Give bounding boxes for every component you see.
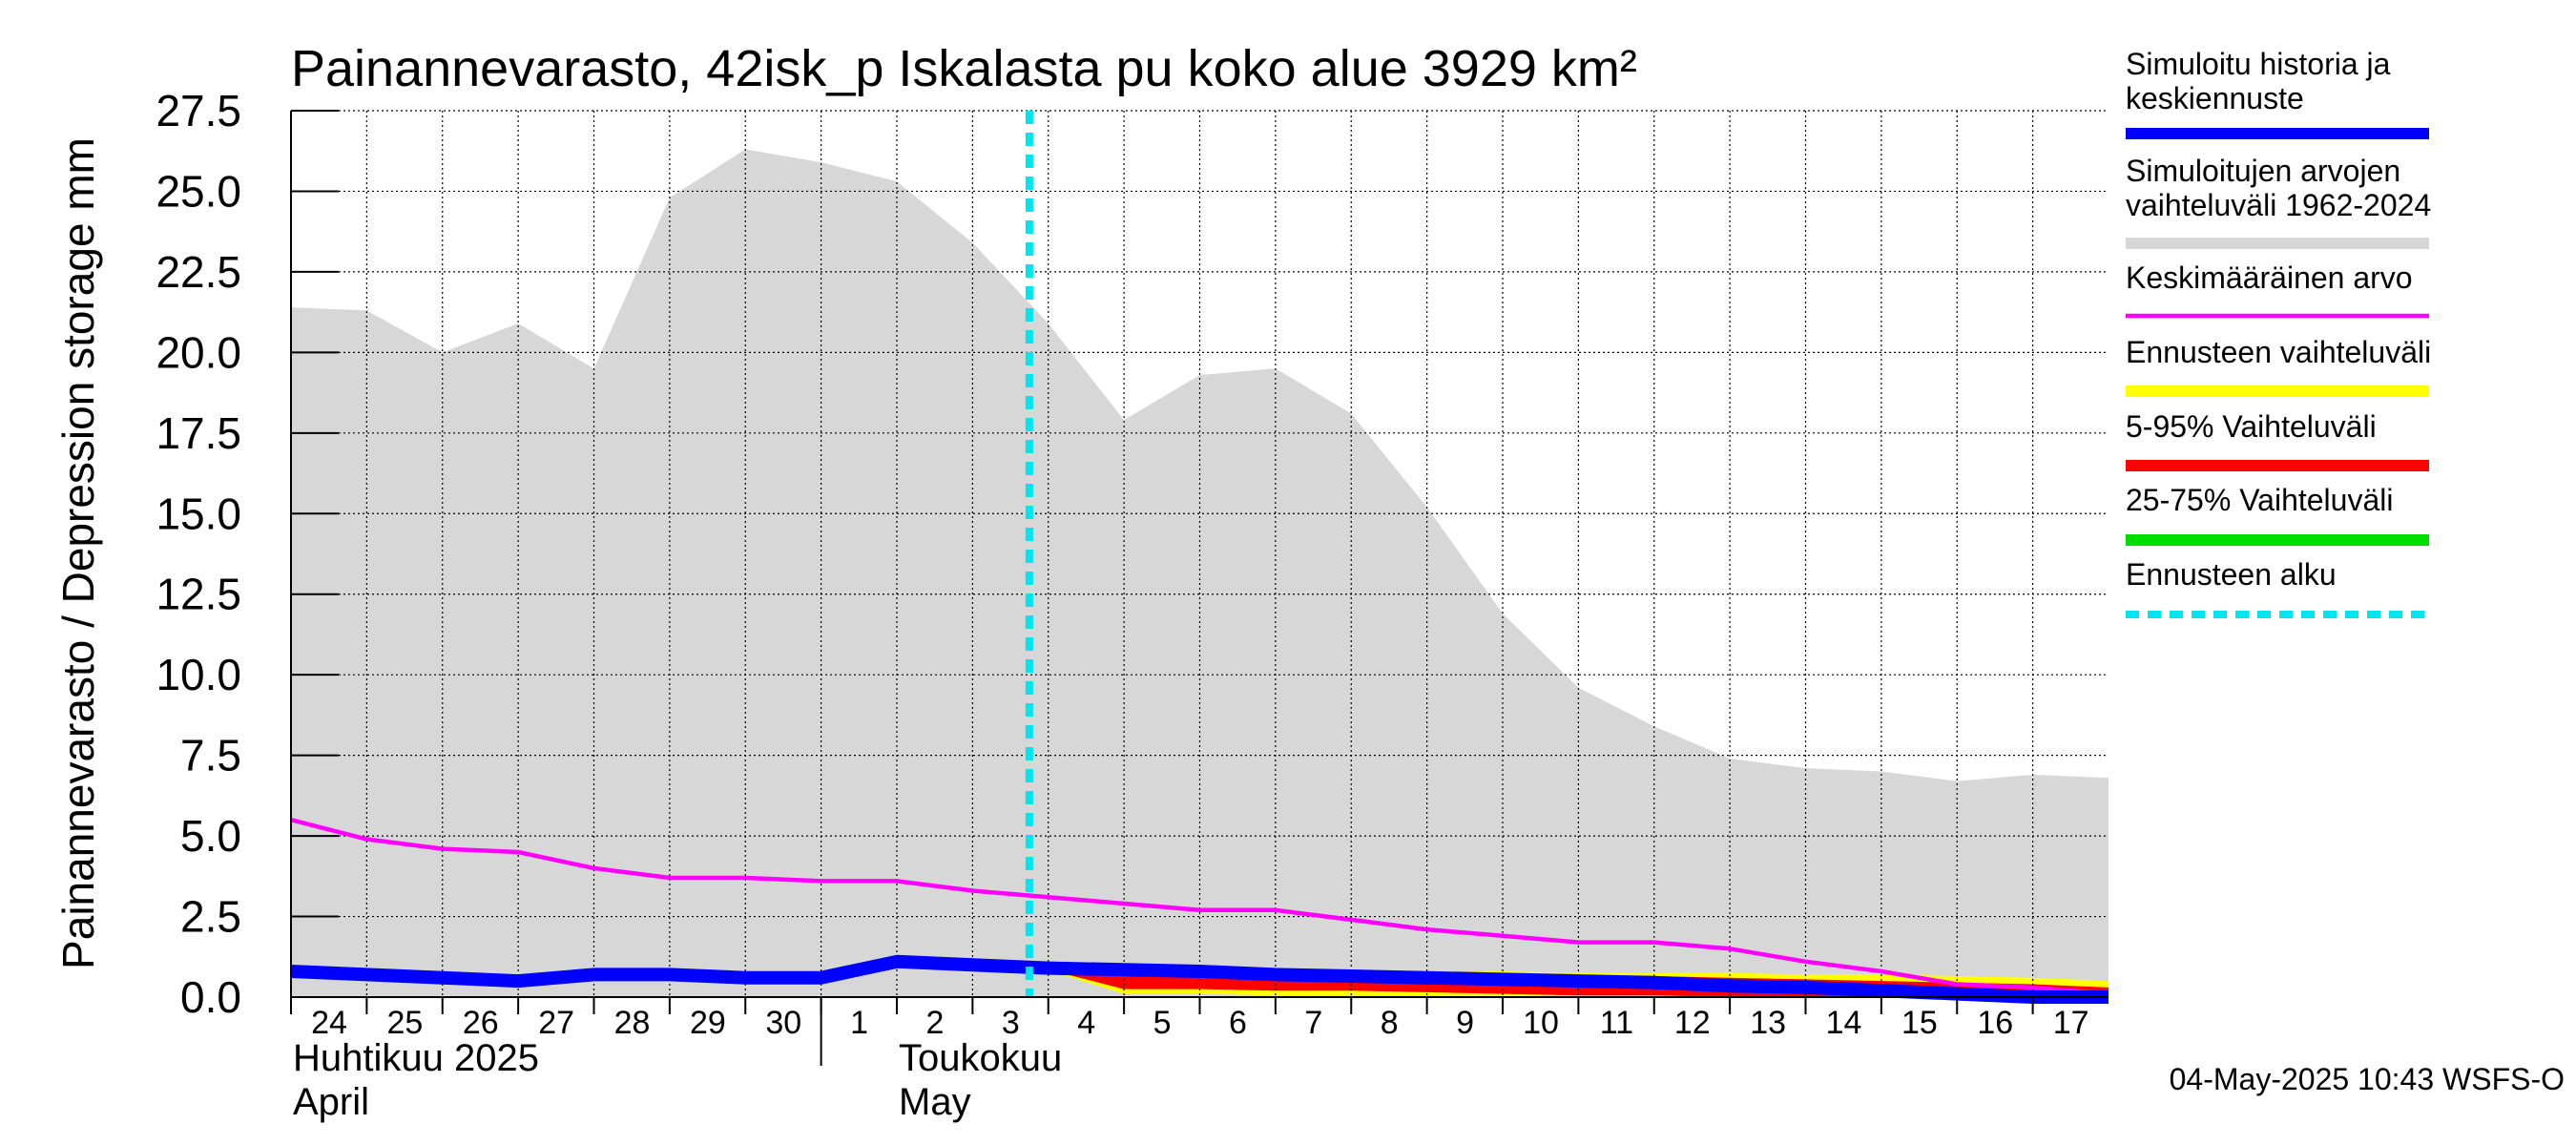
y-tick-label: 2.5 [180,892,241,942]
month-label: Huhtikuu 2025 [293,1037,539,1079]
x-tick-label: 13 [1750,1005,1786,1041]
x-tick-label: 12 [1674,1005,1711,1041]
y-tick-label: 7.5 [180,731,241,781]
y-tick-label: 5.0 [180,811,241,861]
x-tick-label: 28 [614,1005,651,1041]
x-tick-label: 30 [765,1005,801,1041]
legend-label-line: keskiennuste [2126,81,2304,115]
month-label-en: April [293,1081,369,1123]
legend-label: Ennusteen alku [2126,557,2337,592]
legend-label: Simuloitu historia ja keskiennuste [2126,47,2391,115]
month-label-en: May [899,1081,971,1123]
y-tick-label: 12.5 [156,570,241,619]
x-tick-label: 16 [1977,1005,2013,1041]
y-ticks-layer: 0.0 2.5 5.0 7.5 10.0 12.5 15.0 17.5 20.0 22.5 25.0… [156,86,339,1022]
x-tick-label: 9 [1456,1005,1474,1041]
legend-item: Simuloitu historia ja keskiennuste [2126,47,2429,139]
x-tick-label: 6 [1229,1005,1247,1041]
legend-label: 25-75% Vaihteluväli [2126,483,2393,517]
legend-label: Ennusteen vaihteluväli [2126,335,2431,369]
y-tick-label: 27.5 [156,86,241,135]
x-tick-label: 1 [850,1005,868,1041]
x-tick-label: 24 [311,1005,347,1041]
y-tick-label: 0.0 [180,972,241,1022]
series-line-keskim-r-inen-arvo [290,818,2109,996]
x-tick-label: 10 [1523,1005,1559,1041]
legend-item: 5-95% Vaihteluväli [2126,409,2429,471]
x-tick-label: 26 [463,1005,499,1041]
legend-label: 5-95% Vaihteluväli [2126,409,2377,444]
x-tick-label: 5 [1153,1005,1172,1041]
x-ticks-layer: 24 25 26 27 28 29 30 1 2 3 4 5 6 7 8 9 10 11 12 13 14 15 16 17 [290,997,2089,1041]
legend-label: Keskimääräinen arvo [2126,260,2413,295]
y-tick-label: 25.0 [156,166,241,216]
y-tick-label: 22.5 [156,247,241,297]
y-axis-label: Painannevarasto / Depression storage mm [53,137,103,969]
x-tick-label: 3 [1002,1005,1020,1041]
x-tick-label: 14 [1826,1005,1862,1041]
x-tick-label: 4 [1077,1005,1095,1041]
x-tick-label: 17 [2053,1005,2089,1041]
x-tick-label: 11 [1600,1005,1633,1041]
x-tick-label: 29 [690,1005,726,1041]
y-tick-label: 10.0 [156,650,241,699]
x-tick-label: 27 [538,1005,574,1041]
legend: Simuloitu historia ja keskiennusteSimuloi… [2126,47,2431,618]
legend-label-line: vaihteluväli 1962-2024 [2126,188,2431,222]
y-tick-label: 20.0 [156,327,241,377]
legend-item: Ennusteen alku [2126,557,2429,618]
lines-layer [290,818,2109,1004]
y-tick-label: 17.5 [156,408,241,458]
legend-item: Simuloitujen arvojen vaihteluväli 1962-20… [2126,154,2431,249]
x-tick-label: 15 [1901,1005,1938,1041]
legend-item: Ennusteen vaihteluväli [2126,335,2431,397]
legend-item: 25-75% Vaihteluväli [2126,483,2429,546]
legend-label: Simuloitujen arvojen vaihteluväli 1962-20… [2126,154,2431,222]
month-label: Toukokuu [899,1037,1062,1079]
legend-label-line: Simuloitujen arvojen [2126,154,2400,188]
y-tick-label: 15.0 [156,489,241,538]
chart-title: Painannevarasto, 42isk_p Iskalasta pu ko… [291,40,1637,97]
x-tick-label: 2 [926,1005,945,1041]
legend-label-line: Simuloitu historia ja [2126,47,2391,81]
x-tick-label: 25 [386,1005,423,1041]
x-tick-label: 8 [1381,1005,1399,1041]
series-line-simuloitu-historia-ja-keskiennuste [290,954,2109,1004]
x-tick-label: 7 [1304,1005,1322,1041]
footer-timestamp: 04-May-2025 10:43 WSFS-O [2170,1062,2565,1096]
legend-item: Keskimääräinen arvo [2126,260,2429,319]
